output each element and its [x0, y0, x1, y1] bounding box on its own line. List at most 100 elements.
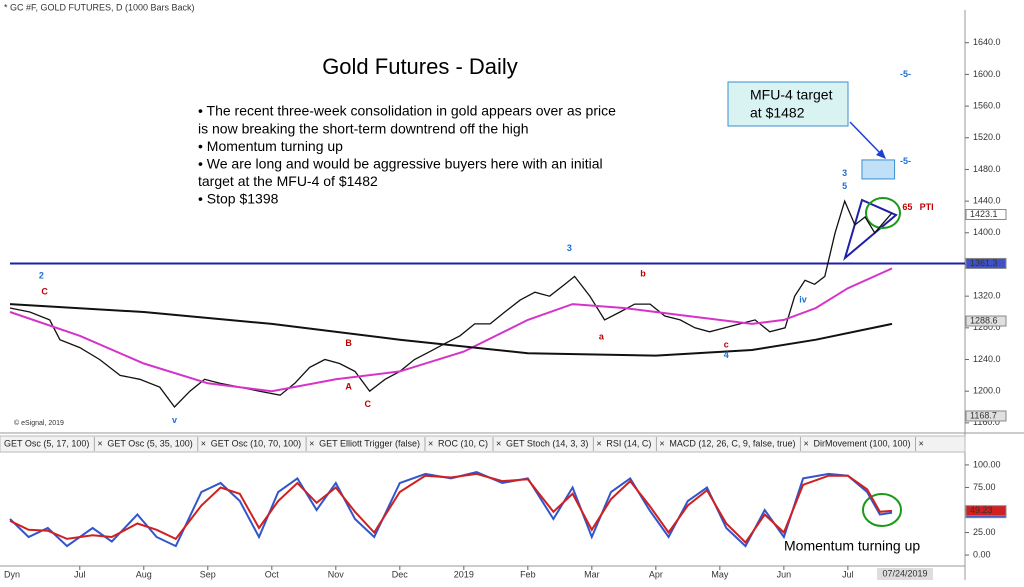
arrow — [849, 121, 883, 156]
x-tick-label: Jul — [74, 569, 86, 579]
wave-label: 3 — [842, 168, 847, 178]
bullet: target at the MFU-4 of $1482 — [198, 173, 378, 189]
value-tag — [965, 315, 1007, 327]
x-tick-label: Dec — [392, 569, 409, 579]
date-box — [877, 568, 933, 580]
tab: RSI (14, C) — [606, 438, 651, 448]
tab-close: × — [309, 438, 314, 448]
target-zone — [861, 159, 896, 180]
bullet: • We are long and would be aggressive bu… — [198, 156, 603, 172]
x-tick-label: May — [711, 569, 729, 579]
wave-label: B — [345, 338, 352, 348]
x-tick-label: Jul — [842, 569, 854, 579]
target-note: MFU-4 target — [750, 87, 833, 103]
y-tick-label: 1640.0 — [973, 37, 1001, 47]
tab-close: × — [659, 438, 664, 448]
value-tag-label: 1361.3 — [970, 258, 998, 268]
tab: GET Osc (10, 70, 100) — [211, 438, 301, 448]
x-tick-label: Nov — [328, 569, 345, 579]
annotation: Momentum turning up — [784, 538, 920, 554]
circle — [862, 493, 902, 527]
x-tick-label: Aug — [136, 569, 152, 579]
tab-close: × — [97, 438, 102, 448]
wave-label: a — [599, 332, 605, 342]
wave-label: PTI — [920, 202, 934, 212]
bullet: • Stop $1398 — [198, 191, 279, 207]
tab-close: × — [596, 438, 601, 448]
tab: GET Stoch (14, 3, 3) — [506, 438, 588, 448]
y-tick-label: 1320.0 — [973, 291, 1001, 301]
wave-label: A — [345, 382, 352, 392]
tab-close: × — [496, 438, 501, 448]
copyright: © eSignal, 2019 — [14, 419, 64, 427]
value-tag — [965, 505, 1007, 517]
y-tick-label: 1520.0 — [973, 132, 1001, 142]
bullet: is now breaking the short-term downtrend… — [198, 120, 528, 136]
wave-label: iv — [799, 294, 807, 304]
series-line — [9, 267, 893, 393]
wave-label: b — [640, 268, 646, 278]
tab-close: × — [201, 438, 206, 448]
arrow-head — [876, 149, 886, 159]
tab-close: × — [919, 438, 924, 448]
wave-label: 5 — [842, 181, 847, 191]
wave-label: c — [724, 340, 729, 350]
y-tick-label: 1560.0 — [973, 100, 1001, 110]
circle — [865, 197, 901, 229]
x-tick-label: Jun — [777, 569, 792, 579]
bullet: • Momentum turning up — [198, 138, 343, 154]
value-tag-label: 49.23 — [970, 505, 993, 515]
value-tag-label: 1288.6 — [970, 315, 998, 325]
x-tick-label: Oct — [265, 569, 280, 579]
triangle — [843, 198, 898, 261]
wave-label: -5- — [900, 69, 911, 79]
y-tick-label: 1600.0 — [973, 69, 1001, 79]
y-tick-label: 1200.0 — [973, 386, 1001, 396]
y-tick-label: 1280.0 — [973, 322, 1001, 332]
tab: MACD (12, 26, C, 9, false, true) — [669, 438, 795, 448]
corner: Dyn — [4, 569, 20, 579]
y-tick-label: 1400.0 — [973, 227, 1001, 237]
value-tag-label: 1168.7 — [970, 410, 997, 420]
tab-bar — [0, 435, 966, 453]
series-line — [9, 199, 893, 409]
y-tick-label: 100.00 — [973, 459, 1001, 469]
wave-label: v — [172, 415, 177, 425]
wave-label: C — [365, 399, 372, 409]
value-tag — [965, 257, 1007, 269]
target-note: at $1482 — [750, 105, 805, 121]
x-tick-label: Feb — [520, 569, 536, 579]
y-tick-label: 0.00 — [973, 549, 991, 559]
tab-close: × — [803, 438, 808, 448]
tab: DirMovement (100, 100) — [813, 438, 910, 448]
wave-label: -5- — [900, 156, 911, 166]
value-tag — [965, 410, 1007, 422]
tab: ROC (10, C) — [438, 438, 488, 448]
wave-label: 2 — [39, 271, 44, 281]
bullet: • The recent three-week consolidation in… — [198, 103, 616, 119]
y-tick-label: 1240.0 — [973, 354, 1001, 364]
x-tick-label: Mar — [584, 569, 600, 579]
chart-title: Gold Futures - Daily — [322, 54, 518, 79]
x-tick-label: Apr — [649, 569, 663, 579]
wave-label: 3 — [567, 243, 572, 253]
target-box — [727, 81, 849, 127]
series-line — [9, 303, 893, 357]
y-tick-label: 25.00 — [973, 527, 996, 537]
header: * GC #F, GOLD FUTURES, D (1000 Bars Back… — [4, 2, 195, 12]
tab: GET Osc (5, 17, 100) — [4, 438, 89, 448]
value-tag — [965, 209, 1007, 221]
series-line — [9, 472, 893, 545]
y-tick-label: 75.00 — [973, 482, 996, 492]
tab: GET Elliott Trigger (false) — [319, 438, 420, 448]
wave-label: 4 — [724, 350, 729, 360]
y-tick-label: 1440.0 — [973, 195, 1001, 205]
wave-label: C — [41, 287, 48, 297]
x-tick-label: 2019 — [454, 569, 474, 579]
tab-close: × — [428, 438, 433, 448]
x-tick-label: Sep — [200, 569, 216, 579]
value-tag-label: 1423.1 — [970, 209, 998, 219]
date-label: 07/24/2019 — [882, 568, 927, 578]
